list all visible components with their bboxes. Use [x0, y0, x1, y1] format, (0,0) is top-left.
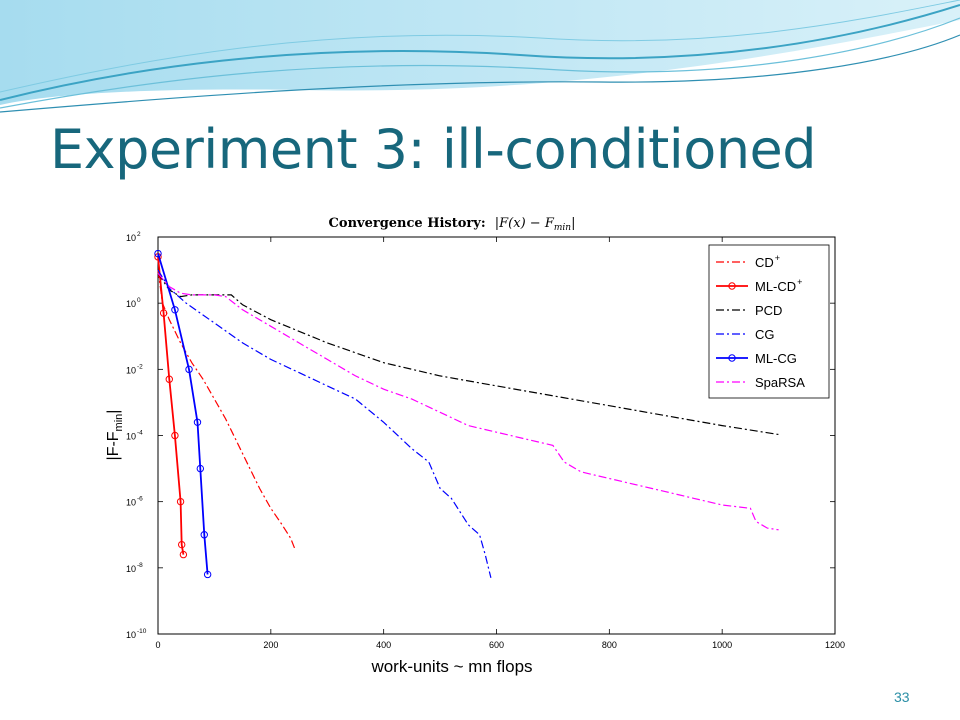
x-tick-label: 800	[602, 640, 617, 650]
data-point-ml-cg	[154, 249, 162, 258]
x-tick-label: 1200	[825, 640, 845, 650]
y-tick-exponent: -6	[137, 496, 143, 503]
x-tick-label: 1000	[712, 640, 732, 650]
y-tick-exponent: -2	[137, 363, 143, 370]
page-number: 33	[894, 689, 910, 705]
series-line-cg	[157, 269, 492, 578]
series-line-pcd	[157, 273, 779, 436]
y-axis-label-sub: min	[113, 414, 125, 432]
data-point-ml-cd	[165, 375, 173, 383]
data-point-ml-cd	[179, 550, 188, 559]
chart-title-prefix: Convergence History:	[329, 216, 486, 231]
convergence-chart: Convergence History: |F(x) − Fmin| 0 200 4…	[46, 200, 858, 688]
y-tick-label: 10	[126, 498, 136, 508]
series-line-sparsa	[157, 273, 779, 531]
data-point-ml-cg	[193, 418, 202, 426]
y-axis-label-end: |	[105, 410, 122, 414]
x-axis-label: work-units ~ mn flops	[370, 657, 532, 676]
y-tick-label: 10	[126, 299, 136, 309]
data-point-ml-cd	[159, 309, 168, 317]
legend-label-cd: CD+	[755, 253, 780, 270]
legend-label-ml-cd: ML-CD+	[755, 277, 802, 294]
y-tick-label: 10	[126, 630, 136, 640]
header-wave-decoration	[0, 0, 960, 113]
series-layer	[154, 249, 779, 579]
y-tick-exponent: 2	[137, 231, 141, 238]
data-point-ml-cd	[171, 431, 179, 440]
x-tick-label: 400	[376, 640, 391, 650]
data-point-ml-cg	[171, 306, 179, 314]
data-point-ml-cg	[203, 570, 212, 579]
y-tick-label: 10	[126, 233, 136, 243]
legend-box	[708, 244, 830, 399]
slide-title: Experiment 3: ill-conditioned	[50, 118, 817, 181]
chart-title-math-sub: min	[554, 223, 571, 233]
y-tick-label: 10	[126, 432, 136, 442]
y-axis-label-main: |F-F	[105, 431, 122, 460]
chart-title-math-end: |	[571, 216, 575, 231]
data-point-ml-cd	[176, 497, 185, 506]
data-point-ml-cg	[200, 531, 208, 539]
x-tick-label: 200	[263, 640, 278, 650]
y-tick-exponent: -8	[137, 562, 143, 569]
legend-label-sparsa: SpaRSA	[755, 375, 805, 390]
series-line-ml-cd	[157, 256, 185, 555]
x-tick-label: 600	[489, 640, 504, 650]
chart-title-math: |F(x) − F	[495, 216, 555, 231]
legend-label-cg: CG	[755, 327, 775, 342]
x-tick-label: 0	[155, 640, 160, 650]
chart-legend: CD+ ML-CD+ PCD CG ML-CG SpaRSA	[708, 244, 830, 399]
chart-title: Convergence History: |F(x) − Fmin|	[329, 216, 576, 233]
series-line-ml-cg	[157, 253, 209, 575]
data-point-ml-cd	[177, 540, 186, 549]
y-tick-exponent: 0	[137, 297, 141, 304]
y-tick-label: 10	[126, 564, 136, 574]
data-point-ml-cg	[196, 464, 205, 473]
legend-label-ml-cg: ML-CG	[755, 351, 797, 366]
legend-label-pcd: PCD	[755, 303, 782, 318]
y-axis-label: |F-Fmin|	[105, 410, 125, 461]
legend-marker-ml-cg	[728, 354, 736, 362]
y-tick-exponent: -10	[137, 628, 147, 635]
y-tick-label: 10	[126, 365, 136, 375]
x-axis-ticks: 0 200 400 600 800 1000 1200	[155, 237, 845, 650]
data-point-ml-cg	[185, 365, 193, 374]
series-line-cd	[157, 270, 296, 549]
y-tick-exponent: -4	[137, 430, 143, 437]
legend-marker-ml-cd	[728, 282, 736, 290]
